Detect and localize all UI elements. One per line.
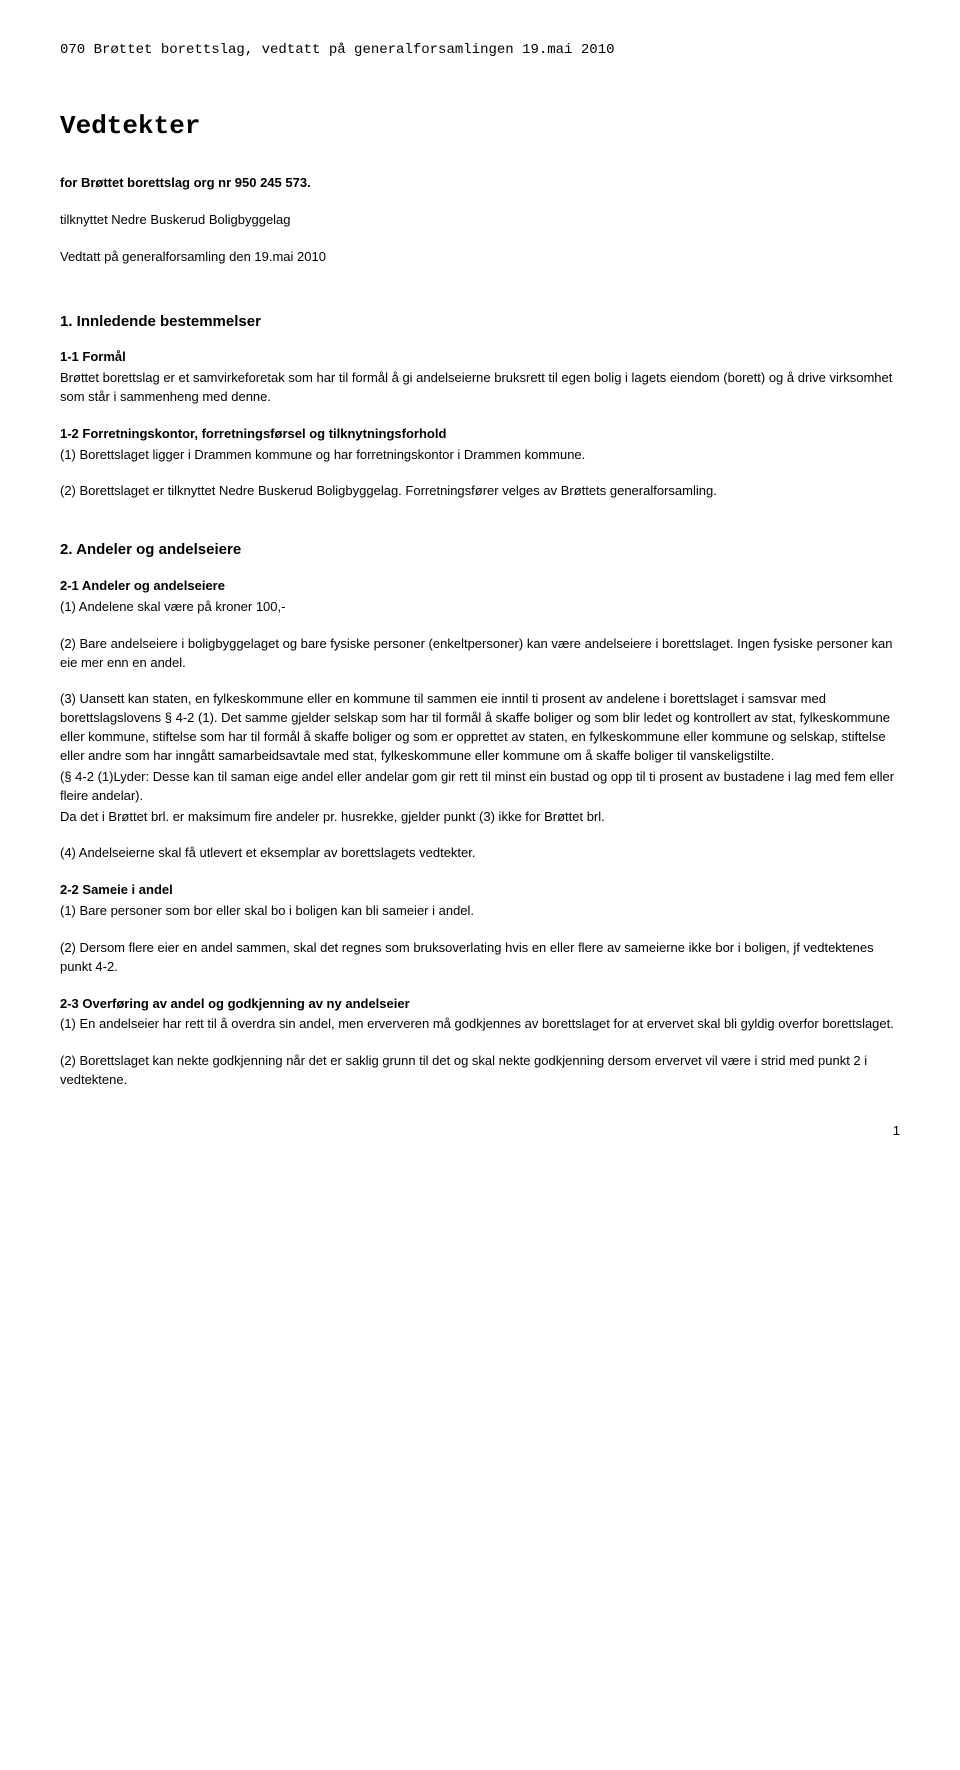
section-2-heading: 2. Andeler og andelseiere xyxy=(60,539,900,561)
section-2-3-heading: 2-3 Overføring av andel og godkjenning a… xyxy=(60,995,900,1014)
section-1-2-p1: (1) Borettslaget ligger i Drammen kommun… xyxy=(60,446,900,465)
section-2-1-p4: (4) Andelseierne skal få utlevert et eks… xyxy=(60,844,900,863)
section-2-1-p3b: (§ 4-2 (1)Lyder: Desse kan til saman eig… xyxy=(60,768,900,806)
section-2-1-heading: 2-1 Andeler og andelseiere xyxy=(60,577,900,596)
section-2-1-p2: (2) Bare andelseiere i boligbyggelaget o… xyxy=(60,635,900,673)
section-1-heading: 1. Innledende bestemmelser xyxy=(60,311,900,333)
section-2-2-p1: (1) Bare personer som bor eller skal bo … xyxy=(60,902,900,921)
section-2-2-p2: (2) Dersom flere eier en andel sammen, s… xyxy=(60,939,900,977)
section-2-1-p1: (1) Andelene skal være på kroner 100,- xyxy=(60,598,900,617)
doc-subtitle-adopted: Vedtatt på generalforsamling den 19.mai … xyxy=(60,248,900,267)
doc-subtitle-affiliation: tilknyttet Nedre Buskerud Boligbyggelag xyxy=(60,211,900,230)
section-2-3-p2: (2) Borettslaget kan nekte godkjenning n… xyxy=(60,1052,900,1090)
section-1-1-heading: 1-1 Formål xyxy=(60,348,900,367)
section-2-1-p3: (3) Uansett kan staten, en fylkeskommune… xyxy=(60,690,900,765)
page-number: 1 xyxy=(60,1122,900,1141)
section-2-2-heading: 2-2 Sameie i andel xyxy=(60,881,900,900)
section-1-2-heading: 1-2 Forretningskontor, forretningsførsel… xyxy=(60,425,900,444)
section-1-1-body: Brøttet borettslag er et samvirkeforetak… xyxy=(60,369,900,407)
doc-subtitle-org: for Brøttet borettslag org nr 950 245 57… xyxy=(60,174,900,193)
section-1-2-p2: (2) Borettslaget er tilknyttet Nedre Bus… xyxy=(60,482,900,501)
section-2-1-p3c: Da det i Brøttet brl. er maksimum fire a… xyxy=(60,808,900,827)
doc-title: Vedtekter xyxy=(60,108,900,146)
doc-header: 070 Brøttet borettslag, vedtatt på gener… xyxy=(60,40,900,60)
section-2-3-p1: (1) En andelseier har rett til å overdra… xyxy=(60,1015,900,1034)
